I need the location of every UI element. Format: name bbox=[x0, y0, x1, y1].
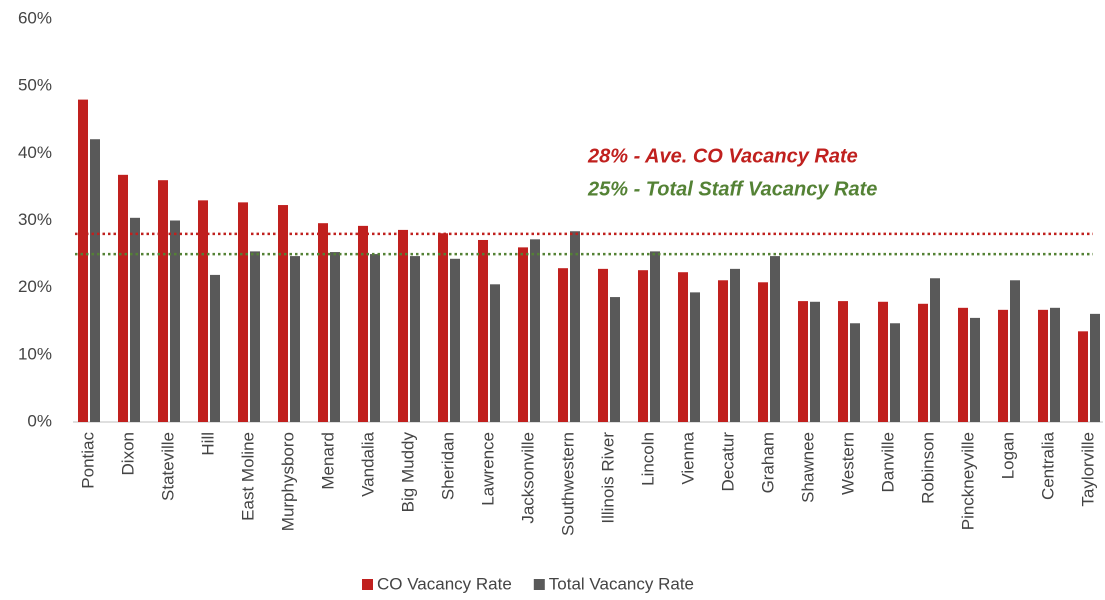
legend-swatch bbox=[533, 579, 545, 590]
bar bbox=[438, 233, 448, 422]
x-tick-label: Hill bbox=[198, 432, 217, 456]
x-tick-label: Menard bbox=[318, 432, 337, 490]
legend-swatch bbox=[362, 579, 373, 590]
bar bbox=[1090, 313, 1100, 422]
bar bbox=[998, 309, 1008, 422]
bar bbox=[638, 270, 648, 422]
bar bbox=[290, 256, 300, 422]
annotation: 25% - Total Staff Vacancy Rate bbox=[587, 178, 877, 200]
bar bbox=[518, 247, 528, 422]
bar bbox=[398, 229, 408, 422]
x-tick-label: Murphysboro bbox=[278, 432, 297, 531]
bar bbox=[278, 205, 288, 422]
bar bbox=[678, 272, 688, 422]
bar bbox=[490, 284, 500, 422]
y-tick-label: 60% bbox=[18, 8, 52, 27]
x-tick-label: Vandalia bbox=[358, 431, 377, 496]
bar bbox=[318, 223, 328, 422]
bar bbox=[958, 307, 968, 422]
x-tick-label: Illinois River bbox=[598, 432, 617, 524]
bar bbox=[130, 217, 140, 422]
x-tick-label: Graham bbox=[758, 432, 777, 493]
y-tick-label: 30% bbox=[18, 210, 52, 229]
bar bbox=[570, 231, 580, 422]
x-tick-label: Sheridan bbox=[438, 432, 457, 500]
bar bbox=[478, 239, 488, 422]
bar bbox=[158, 180, 168, 422]
bar bbox=[1078, 331, 1088, 422]
x-tick-label: Jacksonville bbox=[518, 432, 537, 524]
bar bbox=[530, 239, 540, 422]
bar bbox=[970, 317, 980, 422]
x-tick-label: Centralia bbox=[1038, 431, 1057, 500]
x-tick-label: Pontiac bbox=[78, 432, 97, 489]
bar bbox=[330, 252, 340, 422]
bar bbox=[78, 99, 88, 422]
bar bbox=[1050, 307, 1060, 422]
bar bbox=[1010, 280, 1020, 422]
annotation: 28% - Ave. CO Vacancy Rate bbox=[587, 145, 858, 167]
x-tick-label: Shawnee bbox=[798, 432, 817, 503]
bar bbox=[810, 301, 820, 422]
x-tick-label: Pinckneyville bbox=[958, 432, 977, 530]
x-tick-label: Danville bbox=[878, 432, 897, 492]
bar bbox=[118, 174, 128, 422]
y-tick-label: 40% bbox=[18, 143, 52, 162]
x-tick-label: East Moline bbox=[238, 432, 257, 521]
bar bbox=[358, 225, 368, 422]
y-tick-label: 50% bbox=[18, 76, 52, 95]
bar bbox=[850, 323, 860, 422]
bar bbox=[838, 301, 848, 422]
y-tick-label: 0% bbox=[27, 411, 52, 430]
x-tick-label: Stateville bbox=[158, 432, 177, 501]
bar bbox=[250, 251, 260, 422]
bar bbox=[930, 278, 940, 422]
bar bbox=[370, 254, 380, 422]
bar bbox=[758, 282, 768, 422]
bar bbox=[690, 292, 700, 422]
x-tick-label: Lincoln bbox=[638, 432, 657, 486]
bar bbox=[450, 258, 460, 422]
bar bbox=[878, 301, 888, 422]
bar bbox=[770, 256, 780, 422]
bar bbox=[410, 256, 420, 422]
bar bbox=[238, 202, 248, 422]
bar bbox=[650, 251, 660, 422]
bar bbox=[610, 297, 620, 422]
bar bbox=[918, 303, 928, 422]
x-tick-label: Southwestern bbox=[558, 432, 577, 536]
legend-label: Total Vacancy Rate bbox=[549, 574, 694, 593]
bar bbox=[890, 323, 900, 422]
bar bbox=[210, 274, 220, 422]
bar bbox=[90, 139, 100, 422]
bar bbox=[718, 280, 728, 422]
bar bbox=[170, 220, 180, 422]
x-tick-label: Lawrence bbox=[478, 432, 497, 506]
bar bbox=[1038, 309, 1048, 422]
y-tick-label: 10% bbox=[18, 344, 52, 363]
y-tick-label: 20% bbox=[18, 277, 52, 296]
bar bbox=[798, 301, 808, 422]
x-tick-label: Big Muddy bbox=[398, 432, 417, 513]
legend-label: CO Vacancy Rate bbox=[377, 574, 512, 593]
x-tick-label: Dixon bbox=[118, 432, 137, 475]
x-tick-label: Western bbox=[838, 432, 857, 495]
bar bbox=[558, 268, 568, 422]
bar bbox=[598, 268, 608, 422]
x-tick-label: Taylorville bbox=[1078, 432, 1097, 507]
bar bbox=[730, 268, 740, 422]
x-tick-label: Robinson bbox=[918, 432, 937, 504]
x-tick-label: Vienna bbox=[678, 431, 697, 484]
x-tick-label: Logan bbox=[998, 432, 1017, 479]
bar bbox=[198, 200, 208, 422]
x-tick-label: Decatur bbox=[718, 432, 737, 492]
